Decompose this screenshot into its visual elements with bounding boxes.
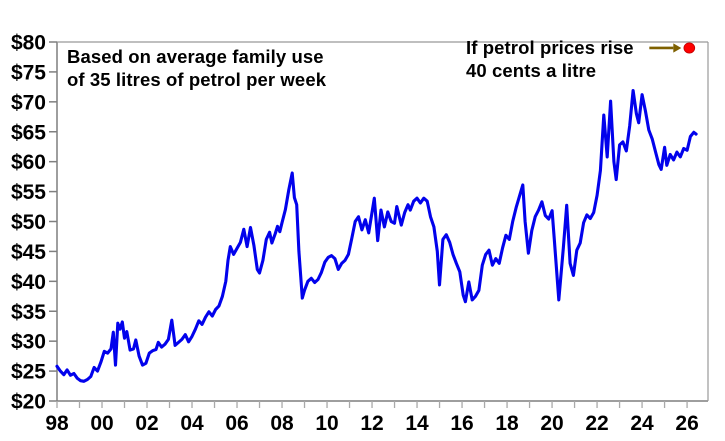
x-tick-label: 14 <box>405 412 429 435</box>
scenario-note-line1: If petrol prices rise <box>466 37 634 58</box>
x-tick-label: 10 <box>315 412 338 435</box>
x-tick-label: 20 <box>540 412 563 435</box>
y-tick-label: $75 <box>11 61 46 84</box>
y-tick-label: $80 <box>11 32 46 55</box>
y-tick-label: $30 <box>11 331 46 354</box>
x-axis: 98 00 02 04 06 08 10 12 14 16 18 20 22 24 26 <box>45 401 699 435</box>
x-tick-label: 18 <box>495 412 519 435</box>
y-tick-label: $45 <box>11 241 46 264</box>
scenario-point-marker <box>683 42 696 54</box>
usage-note-line2: of 35 litres of petrol per week <box>67 69 327 90</box>
y-axis: $20 $25 $30 $35 $40 $45 $50 $55 $60 $65 $70 $75 $80 <box>11 32 57 414</box>
x-tick-label: 08 <box>270 412 294 435</box>
x-tick-label: 12 <box>360 412 383 435</box>
scenario-annotation <box>649 42 696 54</box>
arrow-head-icon <box>673 43 682 53</box>
x-tick-label: 24 <box>630 412 654 435</box>
y-tick-label: $65 <box>11 121 46 144</box>
y-tick-label: $50 <box>11 211 46 234</box>
y-tick-label: $70 <box>11 91 46 114</box>
y-tick-label: $40 <box>11 271 46 294</box>
x-tick-label: 22 <box>585 412 608 435</box>
y-tick-label: $60 <box>11 151 46 174</box>
scenario-note: If petrol prices rise 40 cents a litre <box>466 36 634 82</box>
x-tick-label: 06 <box>225 412 248 435</box>
x-tick-label: 02 <box>135 412 158 435</box>
x-tick-label: 00 <box>90 412 113 435</box>
y-tick-label: $25 <box>11 361 46 384</box>
scenario-note-line2: 40 cents a litre <box>466 60 597 81</box>
usage-note-line1: Based on average family use <box>67 46 324 67</box>
petrol-cost-line <box>55 88 698 383</box>
x-tick-label: 04 <box>180 412 204 435</box>
usage-note: Based on average family use of 35 litres… <box>67 45 326 91</box>
x-tick-label: 16 <box>450 412 473 435</box>
x-tick-label: 98 <box>45 412 69 435</box>
y-tick-label: $55 <box>11 181 46 204</box>
x-tick-label: 26 <box>675 412 698 435</box>
y-tick-label: $20 <box>11 391 46 414</box>
y-tick-label: $35 <box>11 301 46 324</box>
